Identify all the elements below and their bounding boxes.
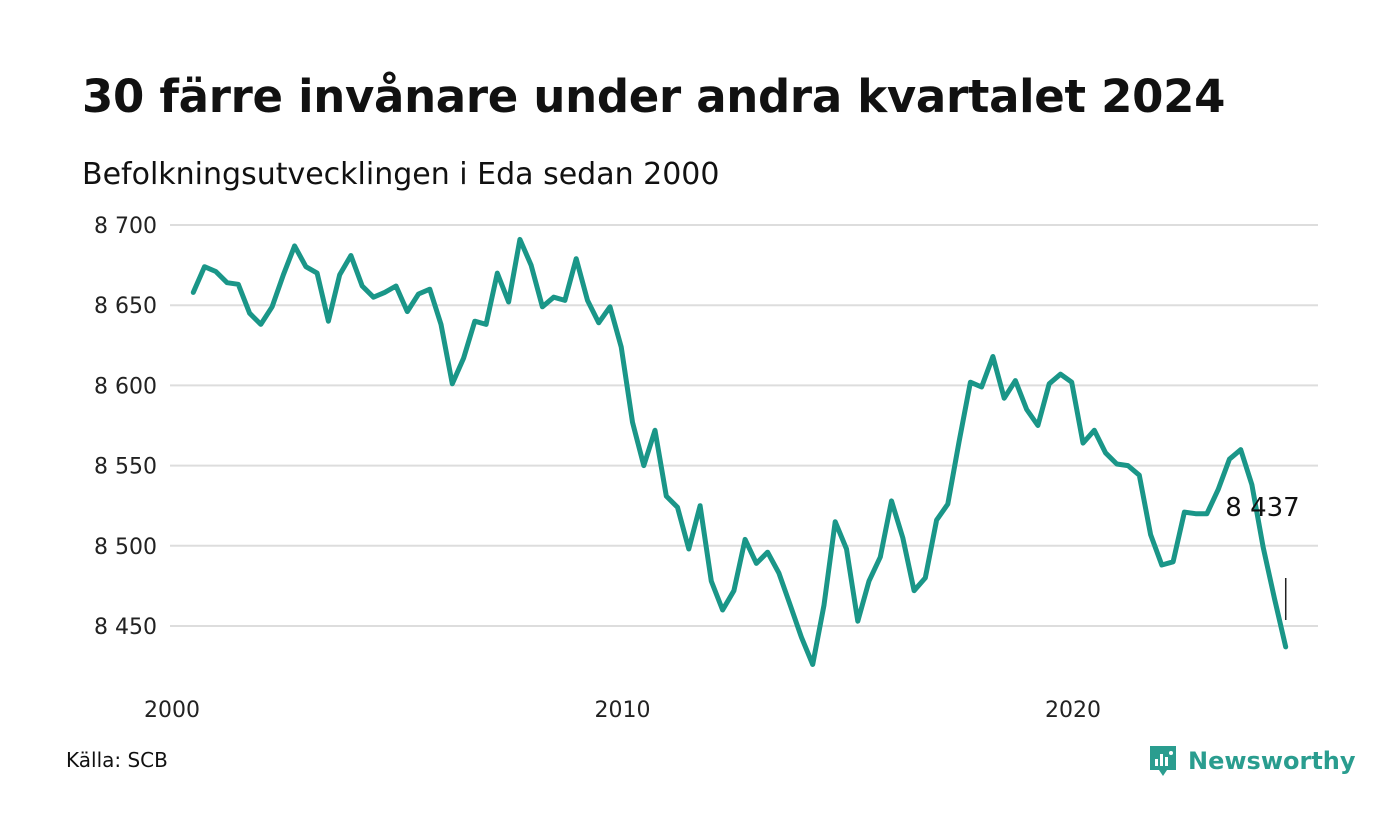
line-chart: 8 450 8 500 8 550 8 600 8 650 8 700 2000 2010 20… <box>94 214 1318 723</box>
y-tick-label: 8 550 <box>94 455 157 480</box>
y-tick-label: 8 450 <box>94 615 157 640</box>
series-line <box>190 236 1289 667</box>
newsworthy-logo-icon <box>1150 746 1176 776</box>
y-tick-label: 8 500 <box>94 535 157 560</box>
y-tick-label: 8 700 <box>94 214 157 239</box>
x-tick-label: 2020 <box>1045 698 1101 723</box>
end-value-label: 8 437 <box>1225 493 1299 523</box>
x-tick-label: 2010 <box>595 698 651 723</box>
y-tick-label: 8 600 <box>94 374 157 399</box>
brand-logo: Newsworthy <box>1148 744 1356 778</box>
chart-subtitle: Befolkningsutvecklingen i Eda sedan 2000 <box>82 157 720 192</box>
x-tick-label: 2000 <box>144 698 200 723</box>
brand-name: Newsworthy <box>1188 747 1356 775</box>
y-tick-label: 8 650 <box>94 294 157 319</box>
chart-title: 30 färre invånare under andra kvartalet … <box>82 70 1226 123</box>
source-label: Källa: SCB <box>66 748 168 772</box>
